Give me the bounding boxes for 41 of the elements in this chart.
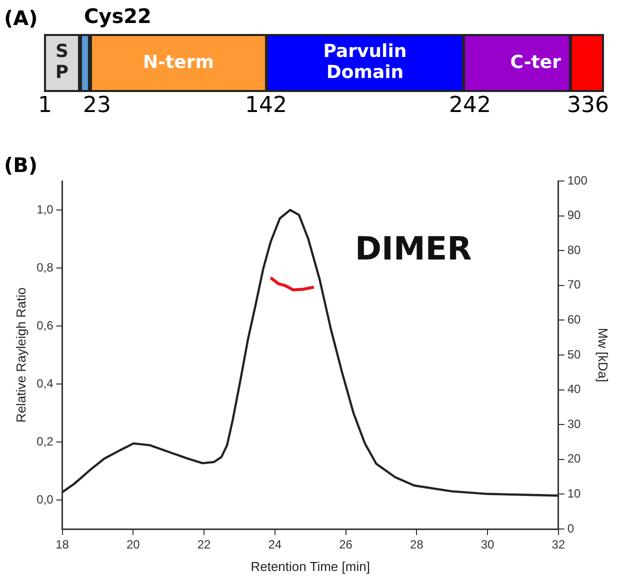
y-tick-label: 0,0: [36, 492, 54, 506]
x-tick-label: 32: [552, 538, 566, 552]
text: 242: [449, 93, 491, 118]
text: 336: [567, 93, 609, 118]
y-axis-title: Relative Rayleigh Ratio: [13, 287, 28, 423]
category-label: Parvulin Domain: [266, 34, 464, 92]
text: 1: [38, 93, 52, 118]
y2-tick-label: 60: [567, 312, 582, 327]
y2-tick-label: 0: [567, 521, 574, 536]
y2-tick-label: 10: [567, 486, 582, 501]
category-label: S P: [44, 34, 80, 92]
annotation: DIMER: [354, 229, 472, 268]
x-tick-label: 28: [410, 538, 424, 552]
y-tick-label: 0,6: [36, 318, 54, 332]
x-tick-label: 26: [339, 538, 353, 552]
text: (A): [4, 6, 38, 30]
y2-tick-label: 90: [567, 208, 582, 222]
text: 23: [83, 93, 111, 118]
chart-title: (B): [4, 153, 38, 177]
text: Cys22: [84, 4, 152, 28]
x-axis-title: Retention Time [min]: [250, 558, 370, 574]
category-label: C-ter: [463, 34, 571, 92]
x-tick-label: 22: [197, 538, 212, 552]
y2-tick-label: 80: [567, 242, 582, 257]
category-label: N-term: [90, 34, 267, 92]
y-tick-label: 0,4: [36, 376, 54, 390]
y2-tick-label: 20: [567, 452, 582, 466]
x-tick-label: 18: [56, 538, 70, 552]
y2-tick-label: 70: [567, 278, 582, 292]
y2-axis-title: Mw [kDa]: [596, 328, 611, 382]
y2-tick-label: 30: [567, 416, 582, 431]
x-tick-label: 24: [268, 538, 282, 552]
y-tick-label: 0,2: [36, 434, 54, 448]
y-tick-label: 1,0: [36, 202, 54, 216]
x-tick-label: 20: [126, 538, 140, 552]
y2-tick-label: 40: [567, 382, 582, 396]
x-tick-label: 30: [480, 538, 494, 552]
y-tick-label: 0,8: [36, 260, 54, 274]
text: 142: [245, 93, 287, 118]
y2-tick-label: 100: [567, 173, 588, 188]
y2-tick-label: 50: [567, 347, 582, 362]
